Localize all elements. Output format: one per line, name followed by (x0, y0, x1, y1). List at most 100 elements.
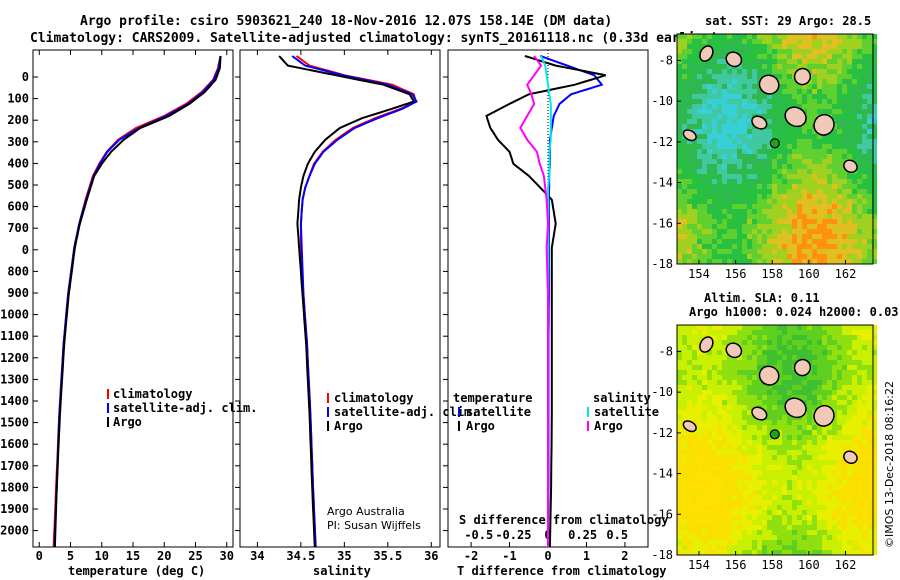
map-cell (702, 199, 707, 204)
map-cell (777, 420, 782, 425)
map-cell (832, 535, 837, 540)
map-cell (747, 99, 752, 104)
map-cell (767, 214, 772, 219)
map-cell (772, 204, 777, 209)
map-cell (782, 360, 787, 365)
map-cell (802, 169, 807, 174)
map-cell (837, 59, 842, 64)
map-cell (722, 405, 727, 410)
map-cell (682, 154, 687, 159)
map-cell (712, 89, 717, 94)
map-cell (682, 44, 687, 49)
map-cell (682, 480, 687, 485)
map-cell (677, 385, 682, 390)
map-cell (742, 84, 747, 89)
map-cell (767, 229, 772, 234)
map-cell (747, 515, 752, 520)
map-cell (767, 420, 772, 425)
map-cell (777, 59, 782, 64)
map-cell (747, 94, 752, 99)
map-cell (857, 34, 862, 39)
map-cell (767, 385, 772, 390)
map-cell (807, 49, 812, 54)
map-cell (792, 325, 797, 330)
map-cell (742, 159, 747, 164)
map-cell (842, 104, 847, 109)
map-cell (767, 189, 772, 194)
map-cell (802, 149, 807, 154)
map-cell (707, 375, 712, 380)
map-cell (677, 254, 682, 259)
map-cell (762, 129, 767, 134)
map-cell (767, 119, 772, 124)
map-cell (852, 475, 857, 480)
map-cell (787, 74, 792, 79)
map-cell (757, 400, 762, 405)
map-cell (767, 355, 772, 360)
y-tick-label: 1900 (0, 502, 29, 516)
map-cell (857, 540, 862, 545)
map-cell (802, 325, 807, 330)
map-cell (687, 505, 692, 510)
map-cell (852, 229, 857, 234)
map-cell (812, 325, 817, 330)
map-cell (827, 189, 832, 194)
map-cell (847, 350, 852, 355)
map-cell (827, 490, 832, 495)
map-cell (702, 455, 707, 460)
map-cell (852, 149, 857, 154)
map-cell (827, 465, 832, 470)
map-cell (857, 400, 862, 405)
map-cell (692, 445, 697, 450)
map-cell (782, 355, 787, 360)
map-cell (822, 450, 827, 455)
map-cell (747, 400, 752, 405)
map-cell (732, 445, 737, 450)
map-cell (762, 174, 767, 179)
map-cell (722, 109, 727, 114)
map-cell (732, 325, 737, 330)
map-cell (837, 204, 842, 209)
map-cell (677, 84, 682, 89)
map-cell (782, 49, 787, 54)
map-cell (772, 239, 777, 244)
map-cell (842, 169, 847, 174)
map-cell (822, 54, 827, 59)
map-cell (847, 104, 852, 109)
map-cell (707, 430, 712, 435)
map-cell (827, 109, 832, 114)
map-cell (717, 540, 722, 545)
map-cell (722, 84, 727, 89)
map-cell (692, 370, 697, 375)
map-cell (822, 229, 827, 234)
map-cell (707, 139, 712, 144)
map-cell (772, 485, 777, 490)
map-cell (872, 510, 877, 515)
map-cell (682, 104, 687, 109)
map-cell (717, 119, 722, 124)
map-cell (752, 480, 757, 485)
map-cell (862, 420, 867, 425)
credit-text: Argo Australia (327, 505, 405, 518)
map-cell (692, 490, 697, 495)
map-cell (787, 49, 792, 54)
map-cell (812, 430, 817, 435)
map-cell (707, 149, 712, 154)
map-cell (787, 89, 792, 94)
map-cell (737, 174, 742, 179)
map-cell (752, 440, 757, 445)
map-cell (807, 64, 812, 69)
map-cell (847, 445, 852, 450)
map-cell (772, 129, 777, 134)
map-cell (727, 149, 732, 154)
map-cell (862, 219, 867, 224)
map-cell (727, 224, 732, 229)
map-cell (807, 505, 812, 510)
map-cell (847, 335, 852, 340)
map-cell (832, 229, 837, 234)
map-cell (752, 550, 757, 555)
map-cell (702, 134, 707, 139)
map-cell (742, 174, 747, 179)
map-cell (847, 520, 852, 525)
map-x-tick-label: 156 (725, 267, 747, 281)
